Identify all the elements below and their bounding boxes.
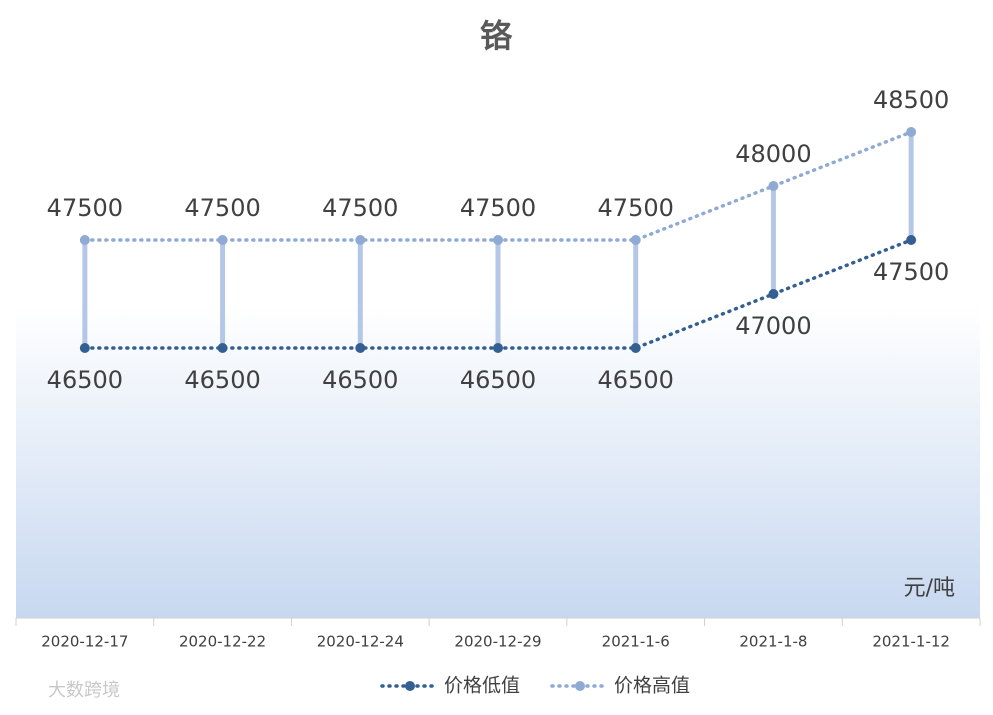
marker	[493, 343, 503, 353]
marker	[630, 235, 641, 245]
marker	[355, 235, 366, 245]
x-tick-label: 2020-12-29	[454, 633, 541, 651]
marker	[768, 289, 779, 299]
data-label: 47500	[873, 258, 949, 286]
marker	[355, 343, 366, 353]
data-label: 46500	[184, 366, 260, 394]
marker	[79, 343, 90, 353]
marker	[768, 181, 779, 191]
chart-title: 铬	[480, 17, 513, 55]
watermark: 大数跨境	[48, 680, 120, 701]
data-label: 46500	[598, 366, 674, 394]
x-tick-label: 2021-1-8	[739, 633, 807, 651]
x-tick-label: 2020-12-24	[317, 633, 404, 651]
legend-marker	[575, 681, 585, 691]
legend-label: 价格高值	[614, 675, 690, 697]
x-tick-label: 2020-12-22	[179, 633, 266, 651]
x-tick-label: 2021-1-12	[872, 633, 950, 651]
x-tick-label: 2021-1-6	[602, 633, 670, 651]
data-label: 48000	[735, 140, 811, 168]
marker	[493, 235, 503, 245]
data-label: 47500	[460, 194, 536, 222]
unit-label: 元/吨	[904, 576, 955, 601]
marker	[217, 343, 228, 353]
marker	[906, 235, 917, 245]
marker	[630, 343, 641, 353]
data-label: 47500	[598, 194, 674, 222]
data-label: 47500	[47, 194, 123, 222]
x-tick-label: 2020-12-17	[41, 633, 128, 651]
plot-background	[16, 305, 980, 618]
data-label: 46500	[47, 366, 123, 394]
marker	[217, 235, 228, 245]
data-label: 46500	[460, 366, 536, 394]
data-label: 47000	[735, 312, 811, 340]
data-label: 47500	[322, 194, 398, 222]
marker	[79, 235, 90, 245]
legend-marker	[405, 681, 415, 691]
data-label: 46500	[322, 366, 398, 394]
data-label: 48500	[873, 86, 949, 114]
data-label: 47500	[184, 194, 260, 222]
legend-label: 价格低值	[444, 675, 520, 697]
marker	[906, 127, 917, 137]
